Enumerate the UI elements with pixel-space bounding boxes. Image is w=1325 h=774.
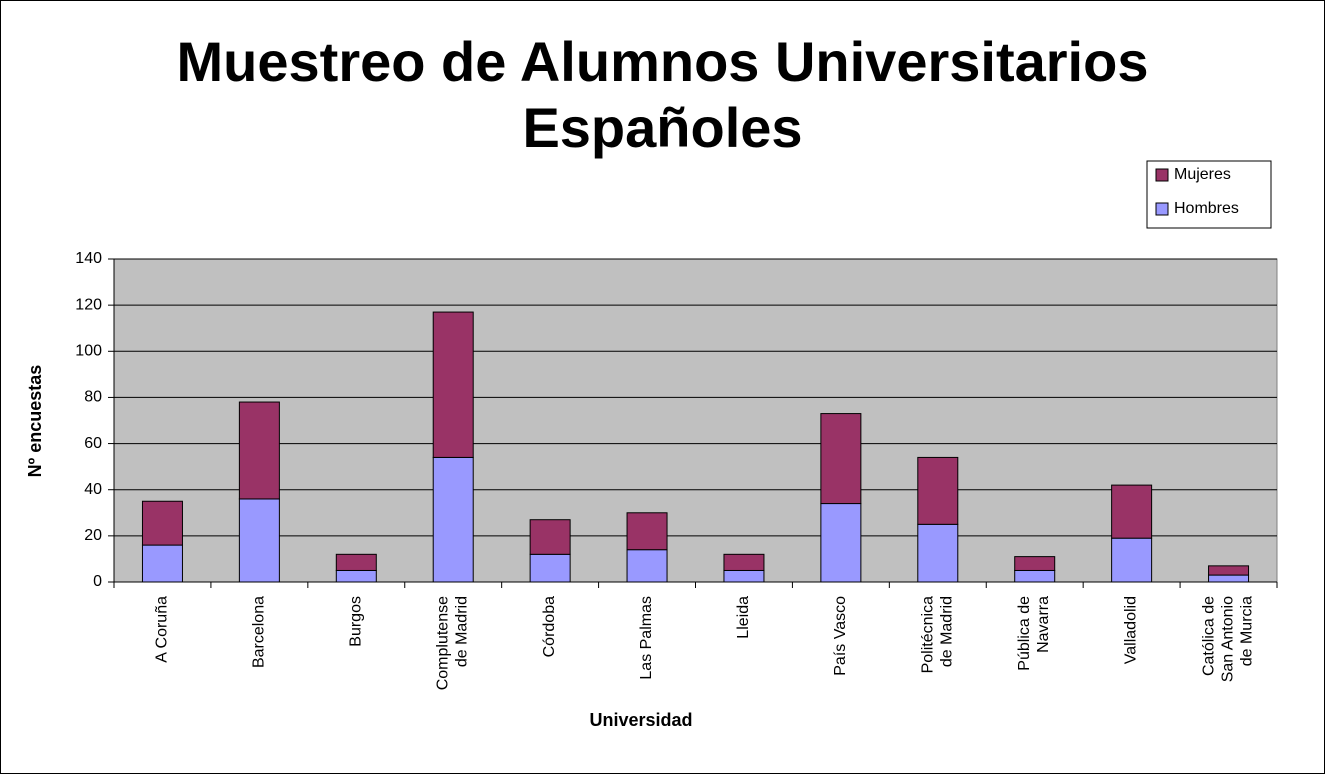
y-tick-label: 20	[84, 527, 102, 544]
bar-segment	[626, 512, 668, 551]
bar-segment	[335, 569, 377, 583]
x-tick-label: Complutense de Madrid	[435, 596, 471, 690]
bar-segment	[917, 456, 959, 525]
x-tick-label: Burgos	[348, 596, 365, 647]
y-tick-label: 40	[84, 481, 102, 498]
plot-area	[113, 258, 1278, 583]
bar-segment	[238, 401, 280, 500]
x-tick-label: Valladolid	[1123, 596, 1140, 664]
bar-segment	[1111, 484, 1153, 539]
y-tick-label: 120	[75, 296, 102, 313]
legend-swatch	[1155, 202, 1169, 216]
bar-segment	[529, 519, 571, 555]
bar-segment	[238, 498, 280, 583]
bar-segment	[529, 553, 571, 583]
x-tick-label: Lleida	[735, 596, 752, 639]
bar-segment	[141, 544, 183, 583]
y-tick-label: 140	[75, 250, 102, 267]
bar-segment	[432, 311, 474, 458]
bar-segment	[626, 549, 668, 583]
bar-segment	[1014, 569, 1056, 583]
bar-segment	[917, 523, 959, 583]
y-tick-label: 60	[84, 435, 102, 452]
title-box: Muestreo de Alumnos Universitarios Españ…	[1, 29, 1324, 161]
y-tick-label: 100	[75, 343, 102, 360]
legend-label: Mujeres	[1174, 166, 1231, 183]
chart-title: Muestreo de Alumnos Universitarios Españ…	[176, 30, 1149, 159]
x-tick-label: Politécnica de Madrid	[920, 596, 956, 673]
x-tick-label: Córdoba	[541, 596, 558, 657]
bar-segment	[1208, 574, 1250, 583]
y-axis-label: Nº encuestas	[25, 365, 45, 478]
legend-label: Hombres	[1174, 200, 1239, 217]
x-tick-label: Pública de Navarra	[1016, 596, 1052, 671]
bar-segment	[432, 456, 474, 583]
x-tick-label: Las Palmas	[638, 596, 655, 680]
x-tick-label: Barcelona	[251, 596, 268, 668]
bar-segment	[820, 503, 862, 583]
x-axis-label: Universidad	[589, 710, 692, 730]
bar-segment	[723, 569, 765, 583]
bar-segment	[141, 500, 183, 546]
bar-segment	[1014, 556, 1056, 571]
bar-segment	[1111, 537, 1153, 583]
bar-segment	[723, 553, 765, 571]
bar-segment	[1208, 565, 1250, 576]
legend-swatch	[1155, 168, 1169, 182]
y-tick-label: 0	[93, 573, 102, 590]
bar-segment	[335, 553, 377, 571]
y-tick-label: 80	[84, 389, 102, 406]
bar-segment	[820, 413, 862, 505]
x-tick-label: A Coruña	[154, 596, 171, 663]
x-tick-label: País Vasco	[832, 596, 849, 676]
x-tick-label: Católica de San Antonio de Murcia	[1201, 596, 1256, 682]
